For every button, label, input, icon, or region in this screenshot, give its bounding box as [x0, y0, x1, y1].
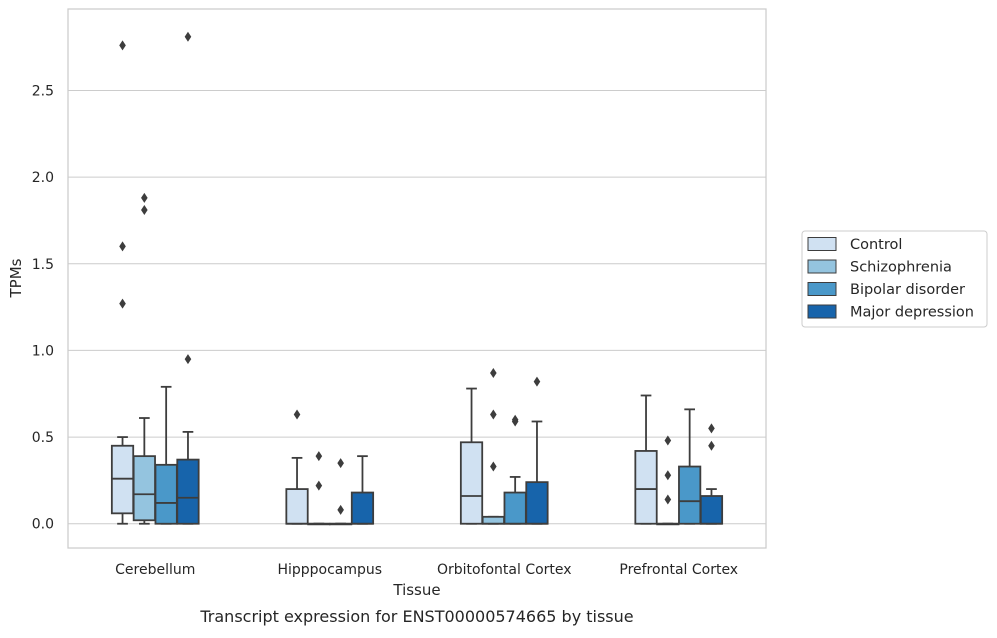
plot-area-frame [67, 8, 767, 549]
legend-swatch [807, 282, 837, 296]
box-3-2 [525, 376, 549, 525]
outlier-point [315, 480, 323, 491]
outlier-point [184, 354, 192, 365]
box-body [350, 491, 375, 525]
box-body [503, 491, 527, 525]
box-body [285, 488, 309, 525]
y-tick-label: 0.5 [32, 430, 54, 446]
gridlines [68, 89, 766, 525]
outlier-point [708, 440, 715, 451]
box-0-3 [634, 394, 658, 525]
legend-swatch [807, 259, 837, 274]
outlier-point [337, 458, 344, 469]
legend-frame [801, 230, 988, 328]
legend-label: Control [850, 237, 902, 253]
outlier-point [490, 367, 497, 378]
outlier-point [184, 31, 192, 42]
box-plot-marks [110, 31, 724, 526]
box-body [132, 455, 156, 522]
legend-label: Bipolar disorder [850, 282, 965, 298]
y-tick-label: 2.5 [32, 83, 54, 99]
outlier-point [141, 192, 148, 203]
outlier-point [490, 461, 497, 472]
outlier-point [664, 435, 672, 446]
x-tick-label: Hipppocampus [277, 562, 382, 578]
box-1-0 [132, 192, 156, 525]
figure-caption: Transcript expression for ENST0000057466… [199, 607, 633, 626]
outlier-point [293, 409, 301, 420]
x-tick-label: Orbitofontal Cortex [437, 562, 572, 578]
box-1-1 [307, 451, 331, 526]
box-0-0 [110, 40, 135, 525]
outlier-point [119, 40, 126, 51]
outlier-point [511, 414, 519, 425]
y-tick-label: 1.0 [32, 343, 54, 359]
outlier-point [533, 376, 541, 387]
y-tick-label: 2.0 [32, 170, 54, 186]
box-1-3 [656, 435, 680, 526]
box-3-3 [699, 423, 724, 525]
legend-swatch [807, 304, 837, 319]
box-2-3 [678, 408, 702, 525]
y-axis-label: TPMs [7, 258, 25, 298]
box-body [176, 458, 200, 525]
legend: Control Schizophrenia Bipolar disorder Majo… [801, 230, 988, 328]
box-0-2 [459, 387, 484, 525]
y-tick-label: 1.5 [32, 257, 54, 273]
y-axis-ticks: 0.0 0.5 1.0 1.5 2.0 2.5 [32, 83, 54, 532]
box-1-2 [481, 367, 505, 525]
box-body [459, 441, 484, 525]
outlier-point [708, 423, 715, 434]
x-axis-label: Tissue [392, 581, 440, 599]
outlier-point [141, 205, 148, 216]
box-body [525, 481, 549, 525]
box-0-1 [285, 409, 309, 525]
x-axis-ticks: Cerebellum Hipppocampus Orbitofontal Corte… [115, 562, 738, 578]
legend-swatch [807, 237, 837, 251]
outlier-point [664, 470, 672, 481]
box-2-2 [503, 414, 527, 525]
y-tick-label: 0.0 [32, 517, 54, 533]
box-2-1 [329, 458, 353, 526]
box-body [634, 450, 658, 525]
box-body [699, 495, 724, 525]
x-tick-label: Cerebellum [115, 562, 195, 578]
box-body [481, 515, 505, 525]
legend-label: Major depression [850, 305, 974, 321]
outlier-point [337, 504, 344, 515]
legend-label: Schizophrenia [850, 260, 952, 276]
outlier-point [119, 241, 126, 252]
outlier-point [119, 298, 126, 309]
legend-entries: Control Schizophrenia Bipolar disorder Majo… [807, 237, 974, 321]
x-tick-label: Prefrontal Cortex [619, 562, 738, 578]
outlier-point [490, 409, 497, 420]
box-body [154, 463, 178, 525]
outlier-point [664, 494, 672, 505]
outlier-point [315, 451, 323, 462]
box-2-0 [154, 385, 178, 525]
box-body [678, 465, 702, 525]
box-3-0 [176, 31, 200, 525]
box-3-1 [350, 455, 375, 525]
